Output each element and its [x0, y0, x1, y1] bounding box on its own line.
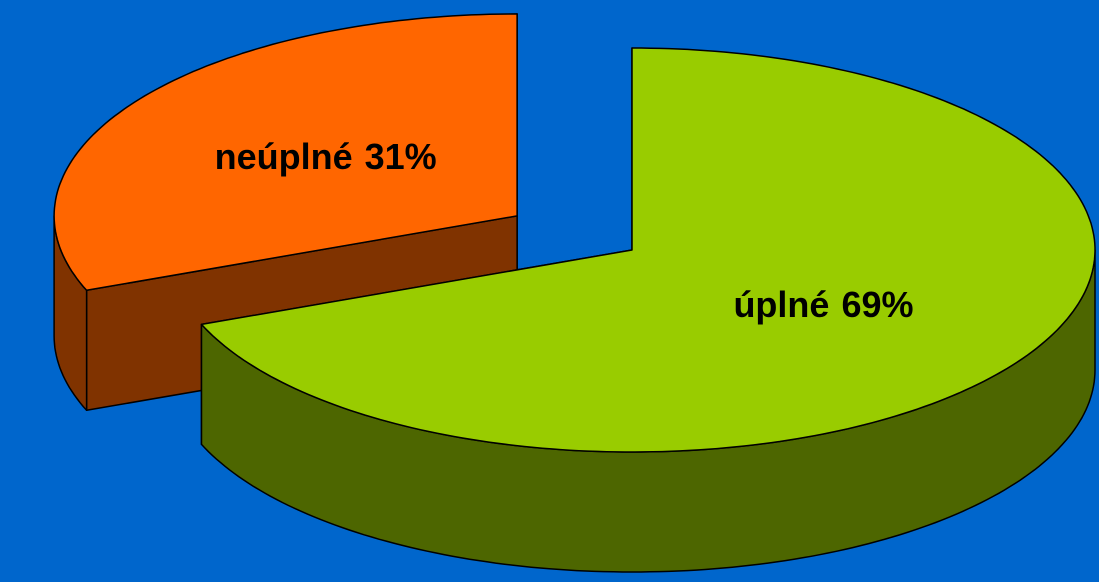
slice-category: neúplné [215, 136, 353, 177]
slice-value-label: 69% [841, 283, 913, 324]
slice-top [200, 47, 1096, 453]
slice-category: úplné [733, 283, 829, 324]
slice-top [53, 13, 518, 292]
slice-label: úplné 69% [733, 283, 913, 324]
slice-label: neúplné 31% [215, 136, 437, 177]
slice: úplné 69% [200, 47, 1096, 573]
slice-value-label: 31% [365, 136, 437, 177]
